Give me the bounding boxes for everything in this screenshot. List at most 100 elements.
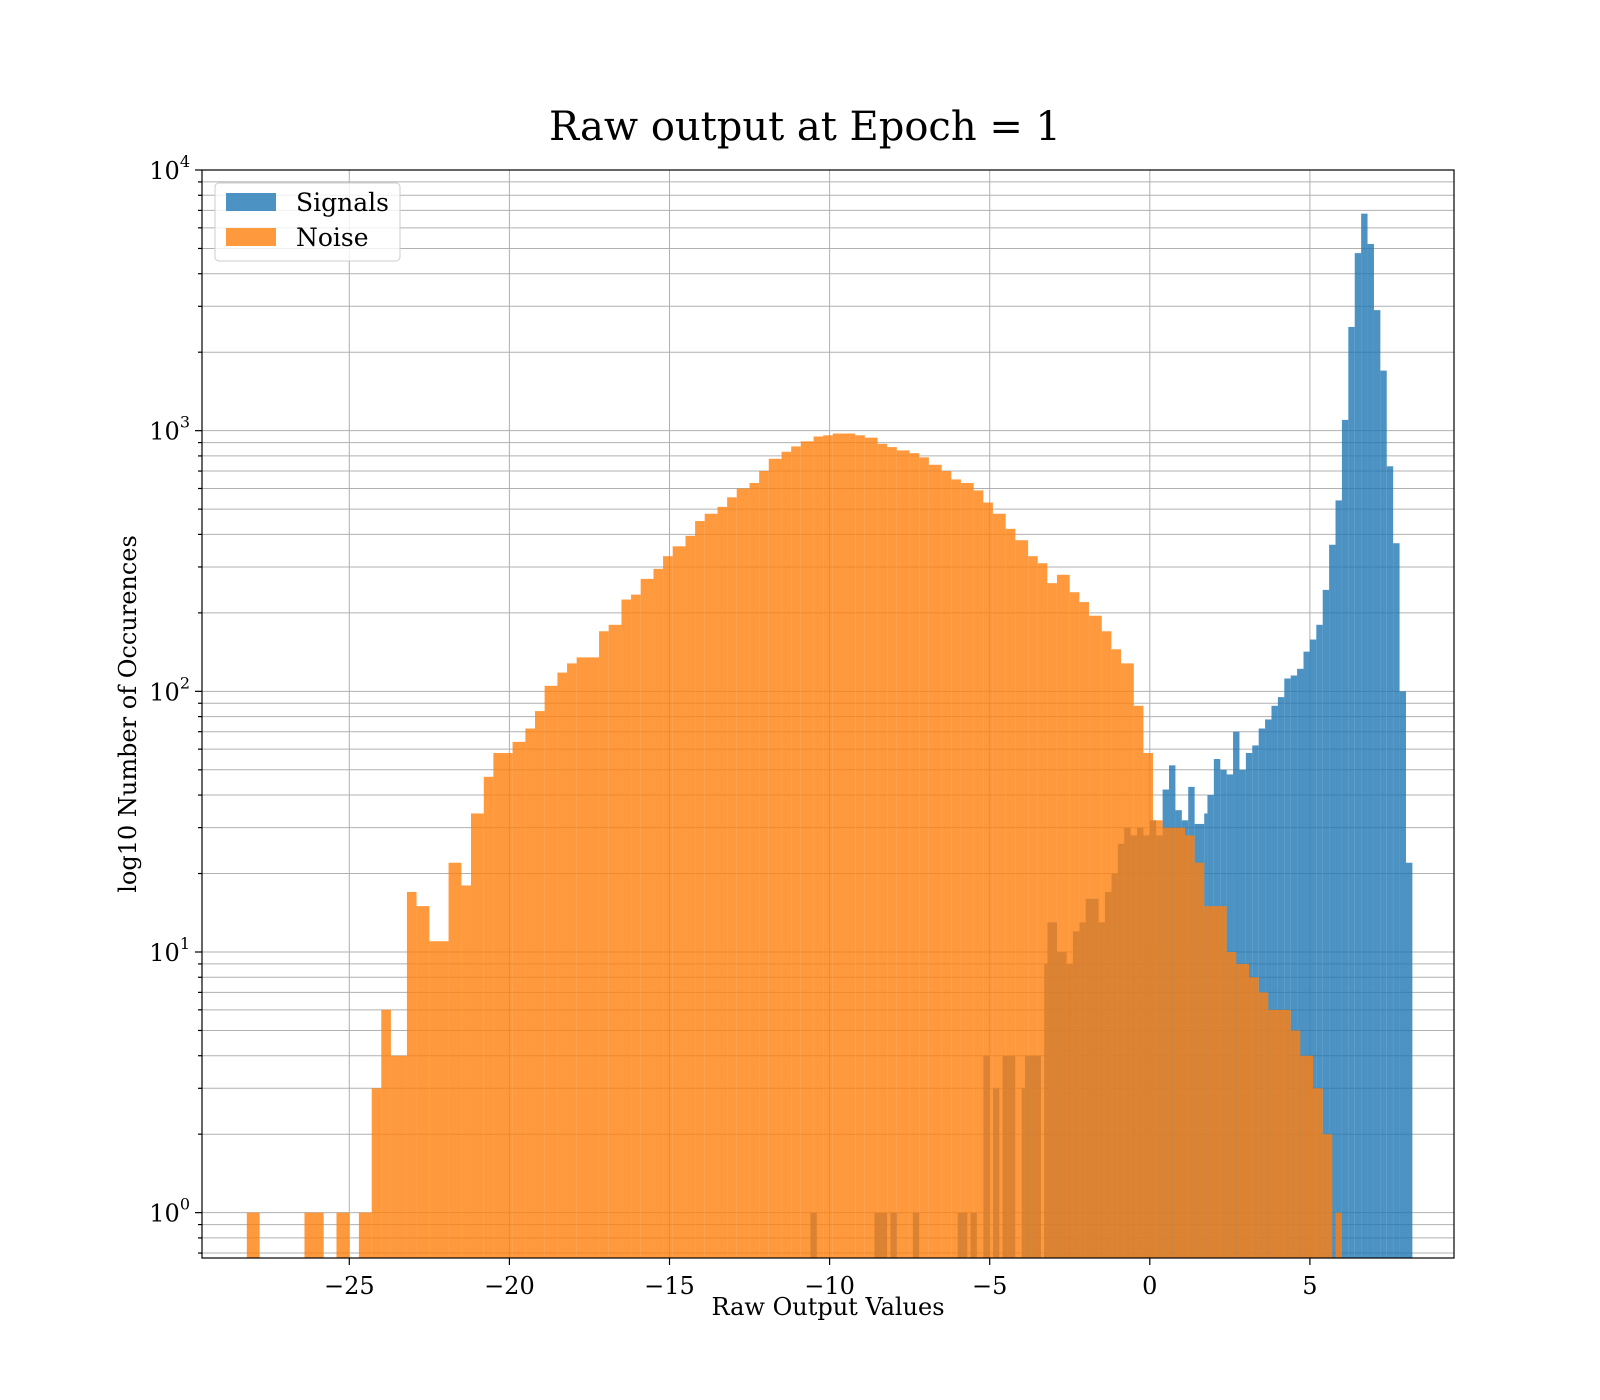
histogram-bar-signals [1361,213,1368,1258]
legend-swatch-signals [226,193,276,211]
histogram-bar-noise [864,437,878,1258]
histogram-bar-noise [1056,574,1070,1258]
histogram-bar-signals [1348,326,1355,1258]
histogram-bar-noise [535,711,545,1258]
histogram-bar-noise [781,451,792,1258]
histogram-bar-signals [1322,589,1330,1258]
x-tick-label: −25 [324,1272,375,1300]
y-tick-label: 102 [149,673,190,706]
x-tick-label: −10 [804,1272,855,1300]
histogram-bar-noise [448,862,462,1258]
histogram-bar-noise [512,741,526,1258]
histogram-bar-noise [855,435,865,1258]
legend-label-signals: Signals [296,188,389,217]
histogram-bar-noise [887,447,897,1259]
histogram-bar-noise [1133,705,1144,1258]
histogram-bar-noise [960,482,974,1259]
histogram-bar-noise [823,435,833,1258]
histogram-bar-signals [1341,419,1349,1258]
histogram-bar-noise [685,535,696,1258]
histogram-bar-noise [246,1212,260,1258]
histogram-bar-noise [727,497,737,1258]
histogram-bar-noise [695,521,705,1258]
histogram-bar-noise [1249,977,1259,1258]
histogram-bar-noise [663,556,673,1258]
x-tick-label: 0 [1142,1272,1157,1300]
histogram-bar-noise [631,594,641,1258]
histogram-bar-noise [877,443,888,1258]
histogram-bar-noise [608,624,622,1258]
histogram-bar-signals [1405,862,1413,1258]
histogram-bar-noise [973,490,984,1258]
histogram-bar-signals [1297,668,1304,1258]
histogram-bar-noise [951,479,961,1258]
histogram-bar-noise [896,450,910,1258]
histogram-bar-noise [1185,835,1195,1258]
histogram-bars [246,213,1413,1259]
histogram-bar-noise [1037,563,1048,1258]
histogram-bar-noise [1313,1088,1323,1258]
histogram-bar-noise [1028,556,1038,1258]
histogram-bar-noise [941,471,952,1258]
histogram-bar-noise [406,891,417,1258]
histogram-bar-noise [599,631,609,1258]
histogram-bar-noise [1153,820,1163,1258]
histogram-bar-noise [1300,1055,1314,1258]
histogram-bar-noise [640,578,654,1258]
histogram-bar-noise [759,471,769,1258]
histogram-bar-noise [336,1212,350,1258]
y-tick-label: 101 [149,934,190,967]
histogram-bar-noise [749,482,760,1259]
histogram-bar-noise [1204,906,1218,1258]
histogram-bar-noise [800,441,814,1259]
histogram-bar-signals [1329,544,1336,1258]
y-tick-label: 103 [149,413,190,446]
histogram-bar-noise [1290,1030,1301,1258]
x-tick-label: 5 [1302,1272,1317,1300]
histogram-bar-noise [1069,592,1080,1258]
histogram-bar-noise [1268,1009,1282,1258]
histogram-bar-noise [992,513,1006,1258]
histogram-bar-signals [1393,543,1400,1258]
histogram-bar-signals [1265,719,1272,1258]
histogram-bar-noise [928,464,942,1258]
histogram-bar-noise [832,433,856,1258]
legend: Signals Noise [214,182,401,262]
histogram-bar-signals [1373,310,1381,1258]
histogram-bar-noise [470,813,484,1258]
chart-title: Raw output at Epoch = 1 [549,104,1061,150]
histogram-bar-noise [1226,952,1237,1258]
series-noise-bars [246,433,1342,1259]
histogram-bar-signals [1271,705,1278,1258]
histogram-bar-signals [1316,624,1323,1258]
histogram-bar-noise [1335,1212,1342,1258]
histogram-bar-noise [1111,649,1121,1258]
histogram-bar-noise [429,941,449,1258]
histogram-bar-noise [1172,827,1186,1258]
histogram-bar-signals [1380,370,1387,1259]
histogram-bar-signals [1386,466,1394,1258]
histogram-bar-noise [909,453,920,1258]
histogram-bar-signals [1277,697,1285,1258]
axes-frame [201,169,1455,1259]
histogram-bar-noise [358,1212,372,1258]
histogram-bar-noise [525,728,536,1258]
histogram-bar-noise [1005,528,1016,1258]
histogram-bar-signals [1290,675,1298,1258]
histogram-bar-signals [1354,253,1362,1259]
y-axis-label: log10 Number of Occurences [114,535,142,893]
histogram-bar-noise [813,436,824,1259]
histogram-bar-noise [983,502,993,1258]
histogram-bar-noise [381,1009,391,1258]
histogram-bar-noise [1120,663,1134,1258]
histogram-bar-signals [1284,678,1291,1258]
histogram-bar-noise [557,672,568,1258]
histogram-bar-noise [576,657,600,1258]
x-axis-label: Raw Output Values [711,1293,944,1321]
histogram-bar-noise [1079,602,1089,1258]
histogram-bar-noise [1236,963,1250,1258]
histogram-bar-signals [1399,691,1406,1258]
histogram-bar-noise [919,457,929,1259]
histogram-bar-noise [717,506,728,1258]
x-tick-label: −5 [972,1272,1007,1300]
